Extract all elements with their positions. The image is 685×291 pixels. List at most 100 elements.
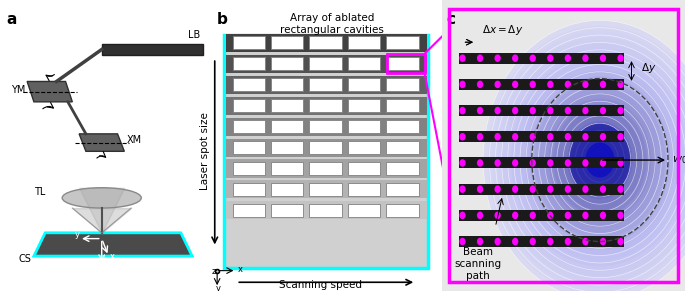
Ellipse shape [493, 31, 685, 289]
Circle shape [600, 238, 606, 245]
Circle shape [460, 159, 466, 167]
Bar [233, 36, 265, 49]
Ellipse shape [525, 71, 675, 249]
Bar [386, 78, 419, 91]
Circle shape [477, 133, 483, 141]
Circle shape [547, 81, 553, 88]
Circle shape [512, 185, 519, 193]
Circle shape [582, 81, 588, 88]
Circle shape [460, 54, 466, 62]
Text: c: c [447, 12, 456, 27]
Circle shape [495, 159, 501, 167]
Circle shape [530, 81, 536, 88]
Circle shape [564, 133, 571, 141]
Circle shape [512, 54, 519, 62]
Ellipse shape [569, 124, 630, 196]
Circle shape [617, 81, 624, 88]
Text: XM: XM [127, 135, 142, 145]
Bar [233, 120, 265, 133]
Text: rectangular cavities: rectangular cavities [280, 25, 384, 35]
Text: x: x [238, 265, 242, 274]
Polygon shape [27, 81, 73, 102]
Ellipse shape [553, 104, 647, 216]
Circle shape [582, 238, 588, 245]
Bar [225, 34, 427, 52]
Circle shape [547, 212, 553, 219]
Circle shape [460, 185, 466, 193]
Bar [271, 183, 303, 196]
Ellipse shape [586, 143, 614, 177]
Ellipse shape [483, 20, 685, 291]
Text: LB: LB [188, 30, 200, 40]
Circle shape [460, 212, 466, 219]
Bar [348, 141, 380, 154]
Circle shape [600, 107, 606, 114]
Bar [459, 157, 624, 168]
Circle shape [477, 238, 483, 245]
Circle shape [564, 238, 571, 245]
Circle shape [495, 238, 501, 245]
Circle shape [477, 185, 483, 193]
Ellipse shape [534, 82, 665, 238]
Circle shape [617, 185, 624, 193]
Ellipse shape [558, 110, 642, 210]
Ellipse shape [595, 155, 605, 166]
Bar [233, 141, 265, 154]
Circle shape [495, 54, 501, 62]
Bar [271, 120, 303, 133]
Bar [310, 36, 342, 49]
Text: Array of ablated: Array of ablated [290, 13, 375, 23]
Ellipse shape [562, 115, 637, 205]
Bar [233, 204, 265, 217]
Bar [310, 78, 342, 91]
Bar [386, 162, 419, 175]
Circle shape [460, 133, 466, 141]
Circle shape [547, 54, 553, 62]
Circle shape [512, 133, 519, 141]
Circle shape [530, 133, 536, 141]
Bar [386, 99, 419, 112]
Circle shape [530, 107, 536, 114]
Circle shape [617, 54, 624, 62]
Polygon shape [34, 233, 192, 256]
Bar [225, 55, 427, 73]
Bar [271, 78, 303, 91]
Bar [225, 76, 427, 94]
Circle shape [530, 54, 536, 62]
Text: $\Delta y$: $\Delta y$ [641, 61, 657, 75]
Ellipse shape [502, 43, 685, 277]
Circle shape [617, 107, 624, 114]
Circle shape [495, 107, 501, 114]
Ellipse shape [577, 132, 623, 188]
Text: CS: CS [18, 254, 31, 264]
Ellipse shape [585, 143, 614, 178]
Circle shape [582, 107, 588, 114]
Circle shape [460, 81, 466, 88]
Bar [459, 184, 624, 195]
Bar [233, 57, 265, 70]
Bar [271, 57, 303, 70]
Circle shape [477, 159, 483, 167]
Circle shape [512, 81, 519, 88]
Circle shape [530, 159, 536, 167]
Bar [233, 162, 265, 175]
Circle shape [564, 159, 571, 167]
Bar [386, 183, 419, 196]
Circle shape [512, 107, 519, 114]
Bar [348, 99, 380, 112]
Circle shape [547, 107, 553, 114]
Circle shape [582, 159, 588, 167]
Bar [271, 99, 303, 112]
Circle shape [547, 185, 553, 193]
Ellipse shape [497, 37, 685, 283]
Bar [348, 78, 380, 91]
Text: $w_0$: $w_0$ [671, 154, 685, 166]
Circle shape [495, 81, 501, 88]
Bar [386, 141, 419, 154]
Bar [348, 204, 380, 217]
Circle shape [600, 212, 606, 219]
Circle shape [600, 159, 606, 167]
Circle shape [600, 185, 606, 193]
Bar [459, 210, 624, 221]
Bar [348, 162, 380, 175]
